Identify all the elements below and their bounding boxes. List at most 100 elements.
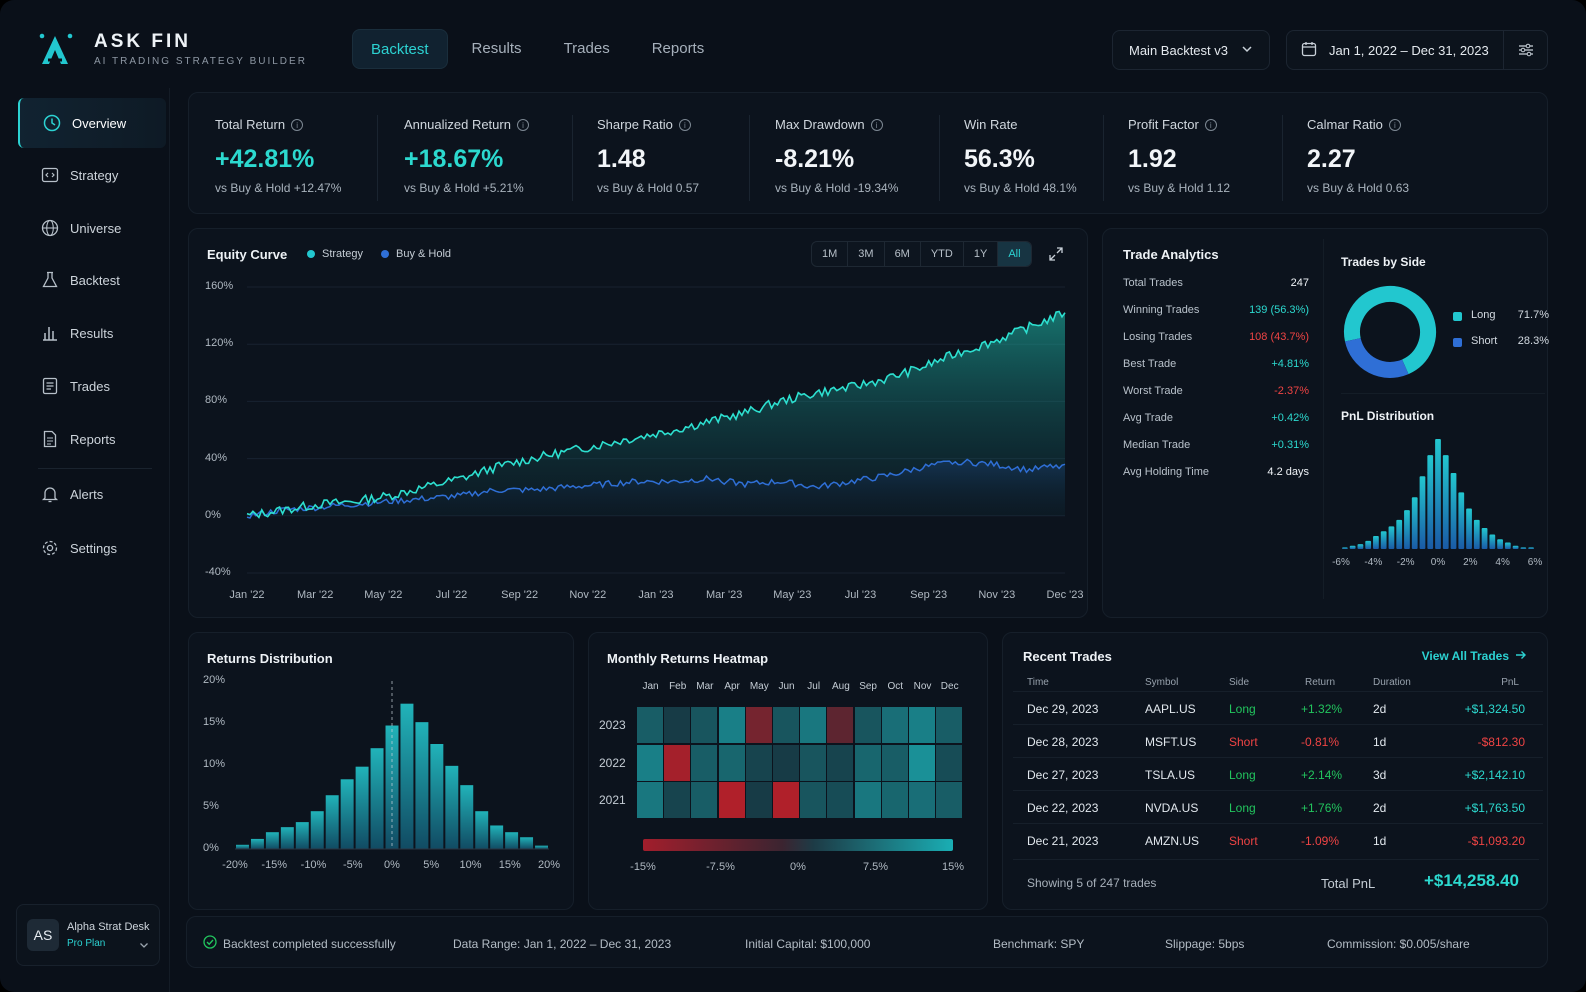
range-1m[interactable]: 1M [812,242,849,266]
heatmap-cell[interactable] [909,707,935,743]
sidebar-item-backtest[interactable]: Backtest [18,255,166,305]
heatmap-cell[interactable] [745,707,772,743]
cell-side: Long [1229,768,1256,782]
sidebar-item-alerts[interactable]: Alerts [18,469,166,519]
heatmap-cell[interactable] [637,707,663,743]
heatmap-cell[interactable] [664,707,691,743]
kpi-divider [939,115,940,201]
expand-icon[interactable] [1045,243,1067,265]
sidebar-item-strategy[interactable]: Strategy [18,150,166,200]
pnl-bar [1435,439,1441,549]
table-row[interactable]: Dec 28, 2023 MSFT.US Short -0.81% 1d -$812.30 [1013,724,1543,756]
heatmap-cell[interactable] [718,744,745,781]
kpi-value: +42.81% [215,145,315,173]
check-circle-icon [203,935,217,952]
sidebar-item-results[interactable]: Results [18,308,166,358]
heatmap-card: Monthly Returns Heatmap Jan Feb Mar Apr May J… [588,632,988,910]
sliders-icon[interactable] [1503,30,1547,70]
heatmap-cell[interactable] [854,782,881,818]
heatmap-cell[interactable] [909,744,935,781]
heatmap-cell[interactable] [936,744,963,781]
returns-bar [490,825,504,849]
heatmap-cell[interactable] [664,782,691,818]
brand[interactable]: ASK FIN AI TRADING STRATEGY BUILDER [38,30,307,68]
view-all-trades-link[interactable]: View All Trades [1422,649,1527,663]
heatmap-cell[interactable] [881,707,908,743]
kpi-value: 1.92 [1128,145,1177,173]
heatmap-cell[interactable] [827,707,854,743]
cell-dur: 2d [1373,801,1387,815]
heatmap-month-label: Jun [778,681,795,692]
x-tick-label: Sep '23 [910,589,948,601]
table-row[interactable]: Dec 27, 2023 TSLA.US Long +2.14% 3d +$2,142.1… [1013,757,1543,789]
row-key: Best Trade [1123,358,1177,370]
cell-dur: 3d [1373,768,1387,782]
heatmap-cell[interactable] [773,744,799,781]
heatmap-cell[interactable] [773,782,799,818]
tab-results[interactable]: Results [471,40,522,57]
range-all[interactable]: All [998,242,1031,266]
sidebar-item-trades[interactable]: Trades [18,361,166,411]
heatmap-cell[interactable] [637,744,663,781]
heatmap-cell[interactable] [637,782,663,818]
heatmap-cell[interactable] [745,744,772,781]
backtest-select-value: Main Backtest v3 [1129,42,1228,58]
info-icon[interactable]: i [1388,119,1401,131]
status-bar: Backtest completed successfully Data Ran… [186,916,1548,968]
heatmap-cell[interactable] [691,744,718,781]
profile-name: Alpha Strat Desk [67,921,150,933]
backtest-select[interactable]: Main Backtest v3 [1112,30,1270,70]
heatmap-cell[interactable] [800,744,827,781]
date-range-picker[interactable]: Jan 1, 2022 – Dec 31, 2023 [1286,30,1548,70]
range-6m[interactable]: 6M [885,242,921,266]
tab-trades[interactable]: Trades [563,40,610,57]
kpi-label: Profit Factor [1128,117,1199,132]
heatmap-cell[interactable] [800,707,827,743]
heatmap-cell[interactable] [718,782,745,818]
heatmap-cell[interactable] [745,782,772,818]
x-tick-label: 20% [537,859,561,871]
tab-backtest[interactable]: Backtest [352,29,448,69]
sidebar-divider [38,468,152,469]
heatmap-cell[interactable] [664,744,691,781]
info-icon[interactable]: i [678,119,691,131]
info-icon[interactable]: i [516,119,529,131]
heatmap-cell[interactable] [827,744,854,781]
heatmap-cell[interactable] [936,707,963,743]
sidebar-item-reports[interactable]: Reports [18,414,166,464]
heatmap-cell[interactable] [881,744,908,781]
info-icon[interactable]: i [1204,119,1217,131]
x-tick-label: -15% [261,859,288,871]
pnl-bar [1365,540,1372,549]
legend-short: Short 28.3% [1453,335,1549,351]
heatmap-cell[interactable] [800,782,827,818]
heatmap-cell[interactable] [773,707,799,743]
info-icon[interactable]: i [291,119,304,131]
heatmap-cell[interactable] [718,707,745,743]
tab-reports[interactable]: Reports [651,40,705,57]
heatmap-cell[interactable] [881,782,908,818]
range-ytd[interactable]: YTD [921,242,964,266]
heatmap-cell[interactable] [691,707,718,743]
info-icon[interactable]: i [870,119,883,131]
sidebar-item-settings[interactable]: Settings [18,523,166,573]
equity-title: Equity Curve [207,247,288,262]
range-3m[interactable]: 3M [848,242,885,266]
heatmap-cell[interactable] [936,782,963,818]
table-row[interactable]: Dec 22, 2023 NVDA.US Long +1.76% 2d +$1,763.5… [1013,790,1543,822]
heatmap-cell[interactable] [827,782,854,818]
x-tick-label: 0% [1430,557,1446,568]
heatmap-cell[interactable] [854,744,881,781]
kpi-label: Max Drawdown [775,117,865,132]
heatmap-cell[interactable] [691,782,718,818]
pnl-bar [1411,497,1418,549]
cell-side: Short [1229,735,1258,749]
user-profile[interactable]: AS Alpha Strat Desk Pro Plan [16,904,160,966]
range-1y[interactable]: 1Y [964,242,999,266]
sidebar-item-overview[interactable]: Overview [18,98,166,148]
table-row[interactable]: Dec 21, 2023 AMZN.US Short -1.09% 1d -$1,093.… [1013,823,1543,855]
table-row[interactable]: Dec 29, 2023 AAPL.US Long +1.32% 2d +$1,324.5… [1013,691,1543,723]
heatmap-cell[interactable] [909,782,935,818]
sidebar-item-universe[interactable]: Universe [18,203,166,253]
heatmap-cell[interactable] [854,707,881,743]
